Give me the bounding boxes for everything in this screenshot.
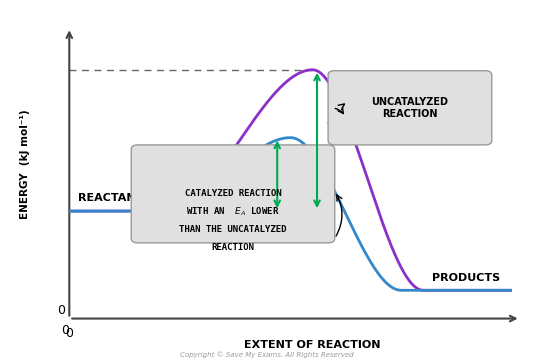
Text: $E_A$: $E_A$ — [326, 113, 343, 129]
Text: CATALYZED REACTION: CATALYZED REACTION — [184, 189, 281, 198]
Text: ENERGY  (kJ mol⁻¹): ENERGY (kJ mol⁻¹) — [20, 109, 30, 219]
Text: EXTENT OF REACTION: EXTENT OF REACTION — [244, 340, 381, 350]
Text: REACTANTS: REACTANTS — [78, 193, 151, 203]
Text: UNCATALYZED
REACTION: UNCATALYZED REACTION — [372, 97, 448, 119]
Text: 0: 0 — [57, 304, 65, 317]
Text: REACTION: REACTION — [212, 243, 254, 252]
Text: Copyright © Save My Exams. All Rights Reserved: Copyright © Save My Exams. All Rights Re… — [180, 352, 353, 358]
Text: $E_{A(new)}$: $E_{A(new)}$ — [224, 161, 260, 176]
Text: THAN THE UNCATALYZED: THAN THE UNCATALYZED — [179, 225, 287, 234]
Text: WITH AN  $E_A$ LOWER: WITH AN $E_A$ LOWER — [186, 206, 280, 218]
FancyBboxPatch shape — [328, 71, 492, 145]
Text: PRODUCTS: PRODUCTS — [432, 273, 500, 283]
FancyBboxPatch shape — [131, 145, 335, 243]
Text: 0: 0 — [61, 324, 69, 337]
Text: 0: 0 — [65, 327, 74, 340]
